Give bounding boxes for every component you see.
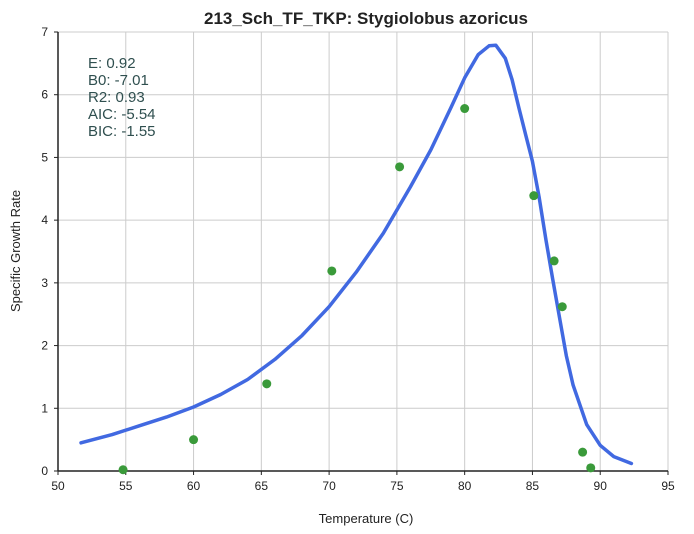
data-points <box>118 104 596 475</box>
stat-b0: B0: -7.01 <box>88 72 149 89</box>
data-point <box>557 302 567 312</box>
fit-curve <box>79 43 634 466</box>
stat-bic: BIC: -1.55 <box>88 123 156 140</box>
data-point <box>549 256 559 266</box>
data-point <box>189 435 199 445</box>
data-point <box>460 104 470 114</box>
y-tick-label: 3 <box>41 276 48 290</box>
data-point <box>262 379 272 389</box>
x-tick-label: 85 <box>526 479 540 493</box>
x-tick-label: 75 <box>390 479 404 493</box>
tick-labels: 50 55 60 65 70 75 80 85 90 95 0 1 2 3 4 5 6 7 <box>41 25 675 493</box>
y-tick-label: 2 <box>41 339 48 353</box>
y-tick-label: 1 <box>41 401 48 415</box>
y-tick-label: 0 <box>41 464 48 478</box>
x-tick-label: 60 <box>187 479 201 493</box>
y-tick-label: 6 <box>41 88 48 102</box>
data-point <box>118 465 128 475</box>
data-point <box>395 162 405 172</box>
x-tick-label: 95 <box>661 479 675 493</box>
stat-e: E: 0.92 <box>88 55 136 72</box>
data-point <box>529 191 539 201</box>
fit-statistics: E: 0.92 B0: -7.01 R2: 0.93 AIC: -5.54 BI… <box>88 55 156 140</box>
x-tick-label: 80 <box>458 479 472 493</box>
stat-aic: AIC: -5.54 <box>88 106 156 123</box>
x-tick-label: 70 <box>322 479 336 493</box>
stat-r2: R2: 0.93 <box>88 89 145 106</box>
data-point <box>586 463 596 473</box>
x-tick-label: 50 <box>51 479 65 493</box>
y-tick-label: 5 <box>41 150 48 164</box>
fit-curve-layer <box>79 43 634 466</box>
x-tick-label: 90 <box>594 479 608 493</box>
data-point <box>327 266 337 276</box>
data-point <box>578 447 588 457</box>
y-axis-label: Specific Growth Rate <box>8 190 23 312</box>
x-axis-label: Temperature (C) <box>319 511 414 526</box>
x-tick-label: 55 <box>119 479 133 493</box>
y-tick-label: 4 <box>41 213 48 227</box>
y-tick-label: 7 <box>41 25 48 39</box>
chart-title: 213_Sch_TF_TKP: Stygiolobus azoricus <box>204 9 528 28</box>
grid <box>58 31 669 471</box>
axes <box>57 32 668 472</box>
x-tick-label: 65 <box>255 479 269 493</box>
